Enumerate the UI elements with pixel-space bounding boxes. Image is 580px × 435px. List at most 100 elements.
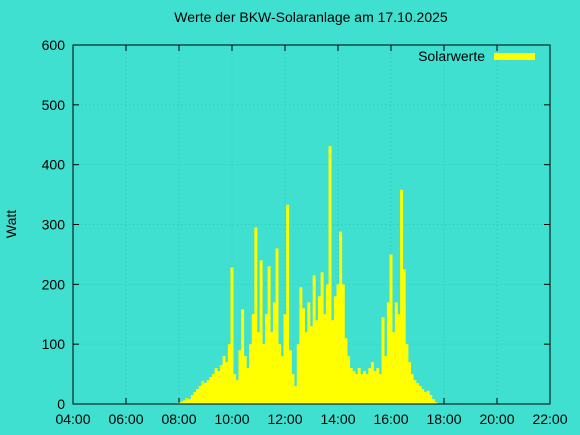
bar — [323, 314, 327, 404]
bar — [233, 374, 237, 404]
bar — [394, 302, 398, 404]
x-tick-label: 20:00 — [479, 411, 514, 427]
bar — [257, 332, 260, 404]
y-tick-label: 600 — [42, 37, 66, 53]
x-tick-label: 18:00 — [426, 411, 461, 427]
bar — [349, 368, 353, 404]
x-tick-label: 12:00 — [267, 411, 302, 427]
bar — [336, 284, 340, 404]
bar — [230, 267, 234, 404]
plot-border — [72, 44, 551, 405]
bar — [185, 398, 189, 404]
y-tick-label: 200 — [42, 276, 66, 292]
bar — [341, 284, 345, 404]
y-tick-label: 400 — [42, 157, 66, 173]
bar — [352, 371, 356, 404]
bar — [246, 368, 250, 404]
bar — [317, 296, 321, 404]
bar — [206, 380, 210, 404]
bar — [264, 314, 268, 404]
bar — [320, 272, 324, 404]
bar — [365, 374, 369, 404]
bar — [376, 368, 380, 404]
bar — [339, 231, 343, 404]
bar — [177, 402, 181, 404]
bar — [384, 356, 388, 404]
bar — [259, 260, 263, 404]
bar — [368, 368, 372, 404]
bar — [429, 395, 433, 404]
bar — [209, 377, 213, 404]
bar — [325, 284, 329, 404]
bar — [267, 266, 271, 404]
bar — [431, 399, 435, 404]
bar — [180, 401, 184, 404]
bar — [405, 344, 409, 404]
bar — [418, 386, 422, 404]
bar — [217, 371, 221, 404]
y-tick-label: 100 — [42, 336, 66, 352]
bar — [408, 362, 412, 404]
bar — [251, 314, 255, 404]
bar — [357, 368, 361, 404]
bar — [397, 314, 401, 404]
x-tick-label: 14:00 — [320, 411, 355, 427]
bar — [227, 344, 231, 404]
bar — [294, 386, 298, 404]
bar — [235, 380, 239, 404]
bar — [360, 374, 364, 404]
bar — [302, 308, 306, 404]
bar — [423, 392, 427, 404]
bar — [386, 302, 390, 404]
bar — [193, 392, 197, 404]
bar — [188, 399, 192, 404]
bar — [262, 344, 266, 404]
y-axis-label: Watt — [3, 210, 19, 238]
bar — [333, 296, 337, 404]
legend-swatch — [494, 53, 535, 60]
bar — [310, 326, 313, 404]
bar — [283, 314, 287, 404]
bar — [363, 371, 366, 404]
bar — [190, 395, 194, 404]
bar — [288, 350, 292, 404]
bar — [280, 356, 284, 404]
bar — [315, 320, 319, 404]
bar — [241, 309, 245, 404]
chart-title: Werte der BKW-Solaranlage am 17.10.2025 — [174, 9, 448, 25]
bar — [219, 365, 223, 404]
bar — [238, 350, 242, 404]
bar — [400, 189, 404, 404]
bar — [304, 332, 308, 404]
bar — [392, 332, 396, 404]
bar — [243, 356, 247, 404]
bar — [402, 269, 406, 404]
x-tick-label: 16:00 — [373, 411, 408, 427]
y-tick-label: 500 — [42, 97, 66, 113]
bar — [299, 287, 303, 404]
bar — [389, 254, 393, 404]
bar — [331, 320, 335, 404]
bar — [249, 344, 253, 404]
bar — [222, 356, 226, 404]
bar — [355, 374, 359, 404]
bar — [225, 362, 229, 404]
bar — [410, 374, 414, 404]
y-tick-label: 0 — [57, 396, 65, 412]
x-tick-label: 04:00 — [55, 411, 90, 427]
bar — [291, 374, 295, 404]
bar — [182, 400, 186, 404]
bar — [381, 317, 385, 404]
x-tick-label: 22:00 — [532, 411, 567, 427]
bar — [196, 389, 200, 404]
bar — [312, 275, 316, 404]
bar — [278, 344, 282, 404]
x-tick-label: 10:00 — [214, 411, 249, 427]
legend-label: Solarwerte — [418, 48, 485, 64]
bar — [370, 362, 374, 404]
bar — [373, 371, 377, 404]
bar — [413, 380, 417, 404]
y-tick-label: 300 — [42, 217, 66, 233]
